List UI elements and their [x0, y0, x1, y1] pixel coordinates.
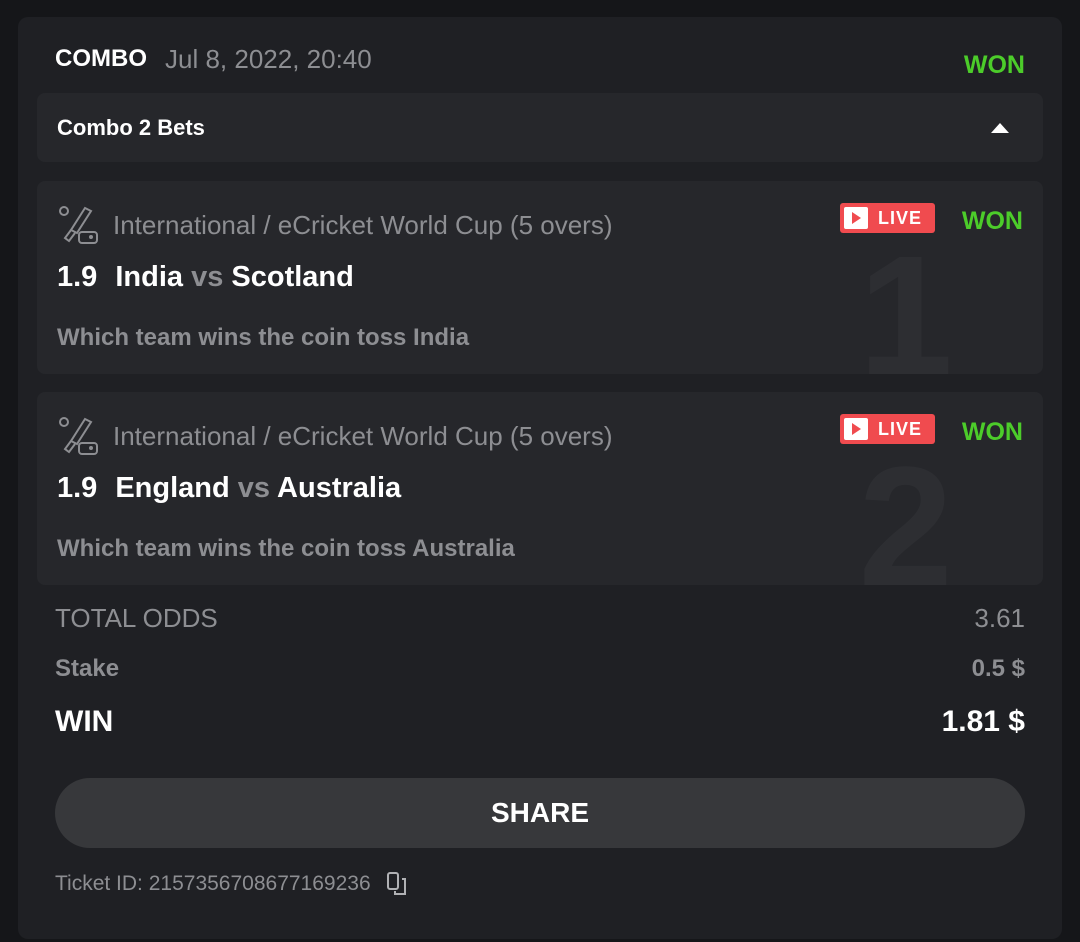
bet-item: 2 International / eCricket World Cup (5 …: [37, 392, 1043, 585]
home-team: England: [115, 472, 230, 504]
vs-label: vs: [237, 472, 271, 504]
selection: Which team wins the coin toss India: [57, 324, 470, 351]
ticket-id-text: Ticket ID: 2157356708677169236: [55, 872, 371, 895]
play-icon: [844, 207, 868, 229]
selection: Which team wins the coin toss Australia: [57, 535, 515, 562]
ecricket-icon: [59, 206, 98, 244]
stake-label: Stake: [55, 655, 120, 682]
live-badge: LIVE: [840, 414, 935, 444]
live-badge: LIVE: [840, 203, 935, 233]
stake-value: 0.5 $: [971, 655, 1025, 682]
match: 1.9 India vs Scotland: [57, 261, 354, 294]
away-team: Scotland: [231, 261, 354, 293]
play-icon: [844, 418, 868, 440]
win-row: WIN 1.81 $: [55, 705, 1025, 739]
bet-status: WON: [961, 418, 1023, 446]
win-value: 1.81 $: [941, 705, 1025, 738]
total-odds-value: 3.61: [974, 603, 1025, 633]
bet-item: 1 International / eCricket World Cup (5 …: [37, 181, 1043, 374]
odds: 1.9: [57, 261, 98, 293]
league-name: International / eCricket World Cup (5 ov…: [113, 420, 613, 451]
total-odds-label: TOTAL ODDS: [55, 603, 218, 633]
league: International / eCricket World Cup (5 ov…: [57, 205, 613, 245]
league-name: International / eCricket World Cup (5 ov…: [113, 209, 613, 240]
copy-icon[interactable]: [385, 871, 411, 897]
bet-number: 1: [858, 221, 953, 374]
chevron-up-icon: [991, 122, 1009, 133]
bet-status: WON: [961, 207, 1023, 235]
status-badge: WON: [963, 50, 1025, 79]
combo-toggle[interactable]: Combo 2 Bets: [37, 93, 1043, 162]
bet-number: 2: [858, 432, 953, 585]
bet-ticket-card: COMBO Jul 8, 2022, 20:40 WON Combo 2 Bet…: [18, 17, 1062, 939]
live-label: LIVE: [878, 207, 923, 228]
stake-row: Stake 0.5 $: [55, 655, 1025, 683]
match: 1.9 England vs Australia: [57, 472, 401, 505]
bet-date: Jul 8, 2022, 20:40: [165, 43, 372, 74]
live-label: LIVE: [878, 418, 923, 439]
away-team: Australia: [277, 472, 402, 504]
combo-title: Combo 2 Bets: [57, 114, 205, 140]
ticket-id: Ticket ID: 2157356708677169236: [55, 871, 411, 897]
vs-label: vs: [191, 261, 224, 293]
total-odds-row: TOTAL ODDS 3.61: [55, 603, 1025, 634]
win-label: WIN: [55, 705, 114, 738]
league: International / eCricket World Cup (5 ov…: [57, 416, 613, 456]
ticket-header: COMBO Jul 8, 2022, 20:40 WON: [55, 39, 1025, 79]
bet-type: COMBO: [55, 45, 147, 72]
odds: 1.9: [57, 472, 98, 504]
home-team: India: [115, 261, 183, 293]
share-button[interactable]: SHARE: [55, 778, 1025, 848]
ecricket-icon: [59, 417, 98, 455]
